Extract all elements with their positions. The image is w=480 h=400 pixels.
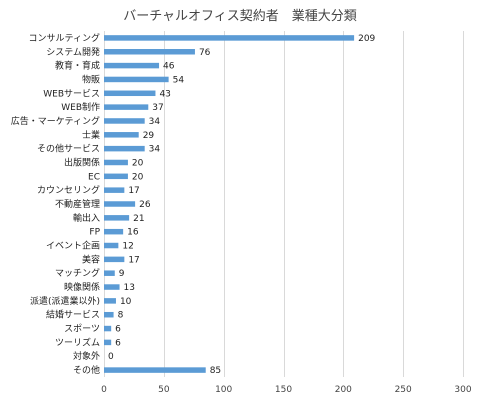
chart-title: バーチャルオフィス契約者 業種大分類 (123, 8, 357, 24)
category-label-4: WEBサービス (43, 88, 100, 99)
data-label-15: 12 (122, 242, 133, 252)
bar-20 (104, 311, 114, 318)
data-label-8: 34 (149, 145, 161, 155)
category-label-11: カウンセリング (37, 184, 100, 196)
data-label-21: 6 (115, 325, 121, 335)
bar-22 (104, 339, 112, 346)
category-label-19: 派遣(派遣業以外) (30, 295, 100, 307)
data-label-4: 43 (159, 89, 170, 99)
category-label-23: 対象外 (73, 350, 100, 362)
category-label-5: WEB制作 (61, 101, 100, 113)
bars (104, 35, 355, 373)
bar-4 (104, 90, 156, 97)
x-tick-label-3: 150 (275, 385, 292, 395)
category-label-3: 物販 (82, 73, 100, 85)
category-label-18: 映像関係 (64, 281, 100, 293)
category-label-16: 美容 (82, 253, 100, 265)
x-tick-label-2: 100 (215, 385, 232, 395)
bar-11 (104, 187, 125, 193)
data-label-2: 46 (163, 62, 175, 72)
bar-3 (104, 76, 169, 83)
data-label-18: 13 (124, 283, 135, 293)
data-label-14: 16 (127, 228, 139, 238)
category-label-21: スポーツ (64, 324, 100, 335)
bar-24 (104, 367, 206, 373)
category-label-13: 輸出入 (73, 212, 100, 224)
category-label-12: 不動産管理 (55, 198, 100, 210)
data-label-1: 76 (199, 48, 211, 58)
x-tick-label-6: 300 (454, 385, 471, 395)
category-label-9: 出版関係 (64, 156, 100, 168)
category-label-2: 教育・育成 (55, 60, 100, 72)
category-label-8: その他サービス (37, 143, 100, 155)
x-tick-label-5: 250 (395, 385, 412, 395)
category-label-6: 広告・マーケティング (11, 115, 100, 127)
bar-12 (104, 201, 136, 207)
bar-17 (104, 270, 115, 276)
data-label-9: 20 (132, 158, 144, 168)
bar-1 (104, 49, 195, 55)
category-label-20: 結婚サービス (46, 309, 100, 321)
gridlines (104, 31, 464, 377)
bar-2 (104, 62, 160, 69)
data-label-23: 0 (108, 352, 114, 362)
data-label-7: 29 (143, 131, 155, 141)
x-tick-label-1: 50 (158, 385, 170, 395)
data-label-17: 9 (119, 269, 125, 279)
bar-9 (104, 159, 128, 166)
bar-6 (104, 118, 145, 124)
bar-18 (104, 284, 120, 290)
category-label-24: その他 (73, 364, 100, 376)
category-label-10: EC (88, 172, 100, 182)
data-label-16: 17 (128, 255, 139, 265)
category-label-7: 士業 (82, 129, 100, 141)
data-label-6: 34 (149, 117, 161, 127)
category-label-0: コンサルティング (29, 32, 100, 44)
bar-5 (104, 104, 149, 110)
category-label-1: システム開発 (46, 46, 100, 58)
data-label-12: 26 (139, 200, 151, 210)
category-label-14: FP (89, 228, 100, 238)
data-label-13: 21 (133, 214, 144, 224)
bar-15 (104, 242, 119, 249)
data-label-24: 85 (210, 366, 221, 376)
bar-8 (104, 145, 145, 152)
x-tick-label-4: 200 (335, 385, 352, 395)
data-label-0: 209 (358, 34, 375, 44)
bar-14 (104, 228, 124, 235)
bar-0 (104, 35, 355, 41)
data-label-11: 17 (128, 186, 139, 196)
bar-19 (104, 298, 116, 304)
data-label-5: 37 (152, 103, 163, 113)
bar-13 (104, 215, 130, 221)
bar-7 (104, 132, 139, 138)
data-label-22: 6 (115, 338, 121, 348)
x-tick-label-0: 0 (101, 385, 107, 395)
bar-21 (104, 325, 112, 332)
bar-10 (104, 173, 128, 180)
data-label-19: 10 (120, 297, 132, 307)
x-tick-labels: 0 50 100 150 200 250 300 (101, 385, 472, 395)
data-label-10: 20 (132, 172, 144, 182)
data-labels: 2097646544337342934202017262116121791310… (108, 34, 376, 376)
bar-16 (104, 256, 125, 263)
category-label-15: イベント企画 (46, 240, 100, 252)
data-label-20: 8 (118, 311, 124, 321)
data-label-3: 54 (173, 75, 185, 85)
category-label-22: ツーリズム (55, 336, 100, 348)
category-label-17: マッチング (55, 267, 100, 279)
